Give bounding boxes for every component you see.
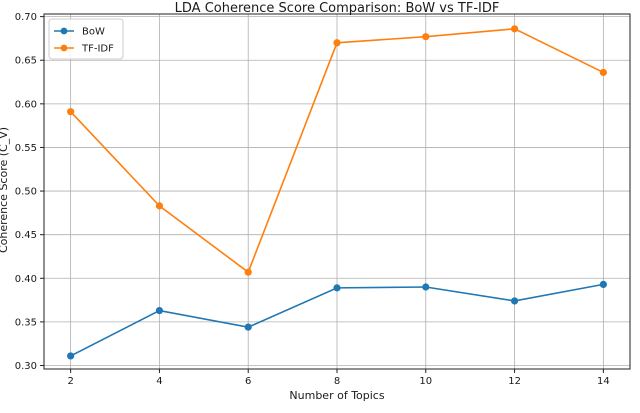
data-point-tf-idf xyxy=(422,33,430,41)
data-point-bow xyxy=(599,280,607,288)
x-axis-ticks: 2 4 6 8 10 12 14 xyxy=(67,369,610,387)
chart-title: LDA Coherence Score Comparison: BoW vs T… xyxy=(175,1,500,16)
x-tick-label: 4 xyxy=(156,376,162,387)
y-axis-label: Coherence Score (C_V) xyxy=(0,127,10,253)
x-tick-label: 10 xyxy=(419,376,432,387)
y-tick-label: 0.65 xyxy=(15,56,37,67)
y-tick-label: 0.55 xyxy=(15,143,37,154)
y-tick-label: 0.30 xyxy=(15,361,37,372)
data-point-bow xyxy=(422,283,430,291)
x-tick-label: 2 xyxy=(67,376,73,387)
x-tick-label: 14 xyxy=(597,376,610,387)
data-point-bow xyxy=(155,306,164,315)
legend-marker-tf-idf xyxy=(60,44,68,52)
data-point-bow xyxy=(244,323,252,331)
x-tick-label: 12 xyxy=(508,376,521,387)
legend-marker-bow xyxy=(60,27,68,35)
legend-label-bow: BoW xyxy=(82,27,105,38)
x-tick-label: 6 xyxy=(245,376,251,387)
data-point-tf-idf xyxy=(333,39,341,47)
data-point-tf-idf xyxy=(244,268,252,276)
data-point-tf-idf xyxy=(67,108,75,116)
data-point-tf-idf xyxy=(510,25,519,33)
y-tick-label: 0.45 xyxy=(15,230,37,241)
grid xyxy=(44,14,630,369)
y-axis-ticks: 0.30 0.35 0.40 0.45 0.50 0.55 0.60 0.65 0.70 xyxy=(15,12,44,372)
y-tick-label: 0.50 xyxy=(15,187,37,198)
y-tick-label: 0.60 xyxy=(15,99,37,110)
data-point-bow xyxy=(510,297,519,305)
data-point-bow xyxy=(67,352,75,360)
series-layer xyxy=(67,25,607,360)
y-tick-label: 0.35 xyxy=(15,317,37,328)
y-tick-label: 0.70 xyxy=(15,12,37,23)
legend: BoW TF-IDF xyxy=(48,18,124,60)
legend-label-tf-idf: TF-IDF xyxy=(81,44,114,55)
y-tick-label: 0.40 xyxy=(15,274,37,285)
x-axis-label: Number of Topics xyxy=(289,389,384,402)
x-tick-label: 8 xyxy=(334,376,340,387)
legend-box xyxy=(48,18,124,60)
data-point-tf-idf xyxy=(155,202,164,210)
data-point-tf-idf xyxy=(599,68,607,77)
data-point-bow xyxy=(333,284,341,292)
